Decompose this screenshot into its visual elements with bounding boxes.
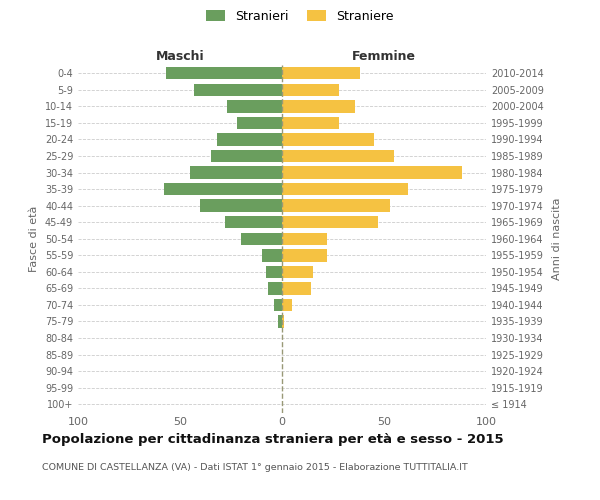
Bar (282, 298, 292, 311)
Bar (237, 116, 282, 129)
Bar (217, 134, 282, 145)
Bar (282, 232, 327, 245)
Bar (200, 200, 282, 212)
Bar (282, 183, 409, 196)
Bar (282, 166, 461, 179)
Text: COMUNE DI CASTELLANZA (VA) - Dati ISTAT 1° gennaio 2015 - Elaborazione TUTTITALI: COMUNE DI CASTELLANZA (VA) - Dati ISTAT … (42, 462, 468, 471)
Bar (262, 249, 282, 262)
Bar (211, 150, 282, 162)
Bar (282, 266, 313, 278)
Bar (227, 100, 282, 112)
Bar (282, 100, 355, 112)
Bar (241, 232, 282, 245)
Bar (282, 249, 327, 262)
Bar (164, 183, 282, 196)
Bar (282, 67, 359, 80)
Y-axis label: Anni di nascita: Anni di nascita (552, 198, 562, 280)
Bar (282, 282, 311, 294)
Text: Popolazione per cittadinanza straniera per età e sesso - 2015: Popolazione per cittadinanza straniera p… (42, 432, 503, 446)
Text: Femmine: Femmine (352, 50, 416, 62)
Bar (282, 200, 390, 212)
Bar (282, 116, 339, 129)
Bar (194, 84, 282, 96)
Bar (190, 166, 282, 179)
Text: Maschi: Maschi (155, 50, 205, 62)
Bar (266, 266, 282, 278)
Legend: Stranieri, Straniere: Stranieri, Straniere (203, 6, 397, 26)
Bar (278, 316, 282, 328)
Bar (268, 282, 282, 294)
Bar (225, 216, 282, 228)
Bar (282, 150, 394, 162)
Bar (282, 216, 378, 228)
Bar (166, 67, 282, 80)
Bar (282, 316, 284, 328)
Bar (274, 298, 282, 311)
Bar (282, 84, 339, 96)
Y-axis label: Fasce di età: Fasce di età (29, 206, 39, 272)
Bar (282, 134, 374, 145)
